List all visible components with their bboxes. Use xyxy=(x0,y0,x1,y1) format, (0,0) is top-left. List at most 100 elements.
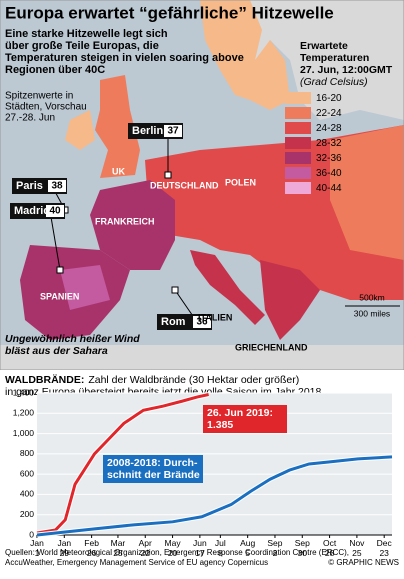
y-tick-label: 1,400 xyxy=(13,387,35,397)
x-tick-label: Apr 22 xyxy=(139,538,152,558)
x-tick-label: Jan 1 xyxy=(30,538,44,558)
city-name: Berlin xyxy=(132,125,163,137)
legend-swatch xyxy=(285,182,311,194)
country-label: POLEN xyxy=(225,177,256,187)
x-tick-label: Dec 23 xyxy=(377,538,393,558)
scale-bar: 500km 300 miles xyxy=(345,292,400,318)
scale-miles: 300 miles xyxy=(354,308,390,318)
balkans xyxy=(260,260,320,340)
legend-unit: (Grad Celsius) xyxy=(300,76,368,88)
peak-note-line: Spitzenwerte in xyxy=(5,91,73,102)
x-tick-label: Sep 2 xyxy=(267,538,282,558)
city-name: Paris xyxy=(16,180,43,192)
wind-note-line: Ungewöhnlich heißer Wind xyxy=(5,333,140,345)
city-temp-box xyxy=(164,125,182,137)
cities: Berlin 37 Paris 38 Madrid 40 Rom 36 xyxy=(10,123,212,330)
legend-swatch xyxy=(285,122,311,134)
wind-note-line: bläst aus der Sahara xyxy=(5,345,108,357)
x-tick-label: Jan 29 xyxy=(57,538,71,558)
x-tick-label: Oct 28 xyxy=(323,538,337,558)
country-label: SPANIEN xyxy=(40,291,79,301)
country-label: DEUTSCHLAND xyxy=(150,180,219,190)
legend-swatch xyxy=(285,167,311,179)
city-label: Rom 36 xyxy=(157,286,212,330)
series-annotation-box xyxy=(103,455,203,483)
peak-note-line: Städten, Vorschau xyxy=(5,102,87,113)
subtitle-line: Eine starke Hitzewelle legt sich xyxy=(5,28,168,40)
series-annotation: schnitt der Brände xyxy=(107,469,200,481)
country-label: ITALIEN xyxy=(198,312,232,322)
x-tick-label: Jun 17 xyxy=(193,538,207,558)
y-tick-label: 400 xyxy=(20,489,34,499)
africa xyxy=(0,345,404,370)
ireland xyxy=(65,110,95,150)
subtitle-line: Temperaturen steigen in vielen soaring a… xyxy=(5,52,244,64)
city-name: Madrid xyxy=(14,205,50,217)
series-line xyxy=(36,393,209,535)
legend-title: 27. Jun, 12:00GMT xyxy=(300,64,393,76)
subtitle-line: über große Teile Europas, die xyxy=(5,40,159,52)
y-tick-label: 1,000 xyxy=(13,428,35,438)
spain-hot xyxy=(60,265,110,310)
source-line: AccuWeather, Emergency Management Servic… xyxy=(5,558,268,567)
chart-title-line: WALDBRÄNDE: Zahl der Waldbrände (30 Hekta… xyxy=(5,373,299,386)
scale-km: 500km xyxy=(359,292,385,302)
city-temp: 37 xyxy=(167,126,179,137)
chart-title-label: WALDBRÄNDE: xyxy=(5,373,84,386)
series-annotation: 2008-2018: Durch- xyxy=(107,457,198,469)
chart-title-text: Zahl der Waldbrände (30 Hektar oder größ… xyxy=(88,374,299,386)
france xyxy=(90,180,175,270)
city-marker xyxy=(164,171,172,179)
city-temp-box xyxy=(193,316,211,328)
legend-label: 16-20 xyxy=(316,93,342,104)
legend-label: 22-24 xyxy=(316,108,342,119)
legend-swatch xyxy=(285,107,311,119)
y-tick-label: 1,200 xyxy=(13,408,35,418)
east-europe xyxy=(330,125,404,260)
x-tick-label: Jul 8 xyxy=(215,538,226,558)
y-tick-label: 600 xyxy=(20,468,34,478)
land-north xyxy=(230,0,404,120)
country-label: GRIECHENLAND xyxy=(235,342,308,352)
city-marker xyxy=(171,286,179,294)
x-tick-label: Feb 26 xyxy=(84,538,99,558)
subtitle-line: Regionen über 40C xyxy=(5,64,105,76)
city-label: Paris 38 xyxy=(12,178,69,214)
countries: UK DEUTSCHLAND POLEN FRANKREICH SPANIEN ITALI… xyxy=(40,166,308,352)
legend-swatch xyxy=(285,152,311,164)
legend-label: 24-28 xyxy=(316,123,342,134)
title: Europa erwartet “gefährliche” Hitzewelle xyxy=(5,3,334,22)
city-marker xyxy=(56,266,64,274)
city-temp: 40 xyxy=(49,206,61,217)
y-tick-label: 200 xyxy=(20,509,34,519)
legend-label: 28-32 xyxy=(316,138,342,149)
legend-label: 40-44 xyxy=(316,183,342,194)
y-tick-label: 0 xyxy=(29,529,34,539)
legend-swatch xyxy=(285,137,311,149)
chart: 0 200 400 600 800 1,000 1,200 1,400 Jan 1 Jan 29 Feb… xyxy=(13,387,393,558)
x-tick-label: Sep 30 xyxy=(295,538,310,558)
x-tick-label: Mar 25 xyxy=(111,538,126,558)
x-tick-label: Aug 5 xyxy=(240,538,255,558)
legend-label: 32-36 xyxy=(316,153,342,164)
scandinavia xyxy=(200,0,290,110)
city-temp: 38 xyxy=(51,181,63,192)
city-temp-box xyxy=(46,205,64,217)
city-name: Rom xyxy=(161,316,186,328)
country-label: FRANKREICH xyxy=(95,216,155,226)
city-leader xyxy=(49,210,61,271)
credit: © GRAPHIC NEWS xyxy=(328,558,399,567)
source-line: Quellen: World Meteorological Organizati… xyxy=(5,548,349,557)
peak-note-line: 27.-28. Jun xyxy=(5,113,55,124)
uk xyxy=(95,75,140,178)
footer: Quellen: World Meteorological Organizati… xyxy=(5,548,399,567)
city-temp-box xyxy=(48,180,66,192)
y-tick-label: 800 xyxy=(20,448,34,458)
x-tick-label: Nov 25 xyxy=(349,538,365,558)
series-annotation: 26. Jun 2019: xyxy=(207,407,273,419)
